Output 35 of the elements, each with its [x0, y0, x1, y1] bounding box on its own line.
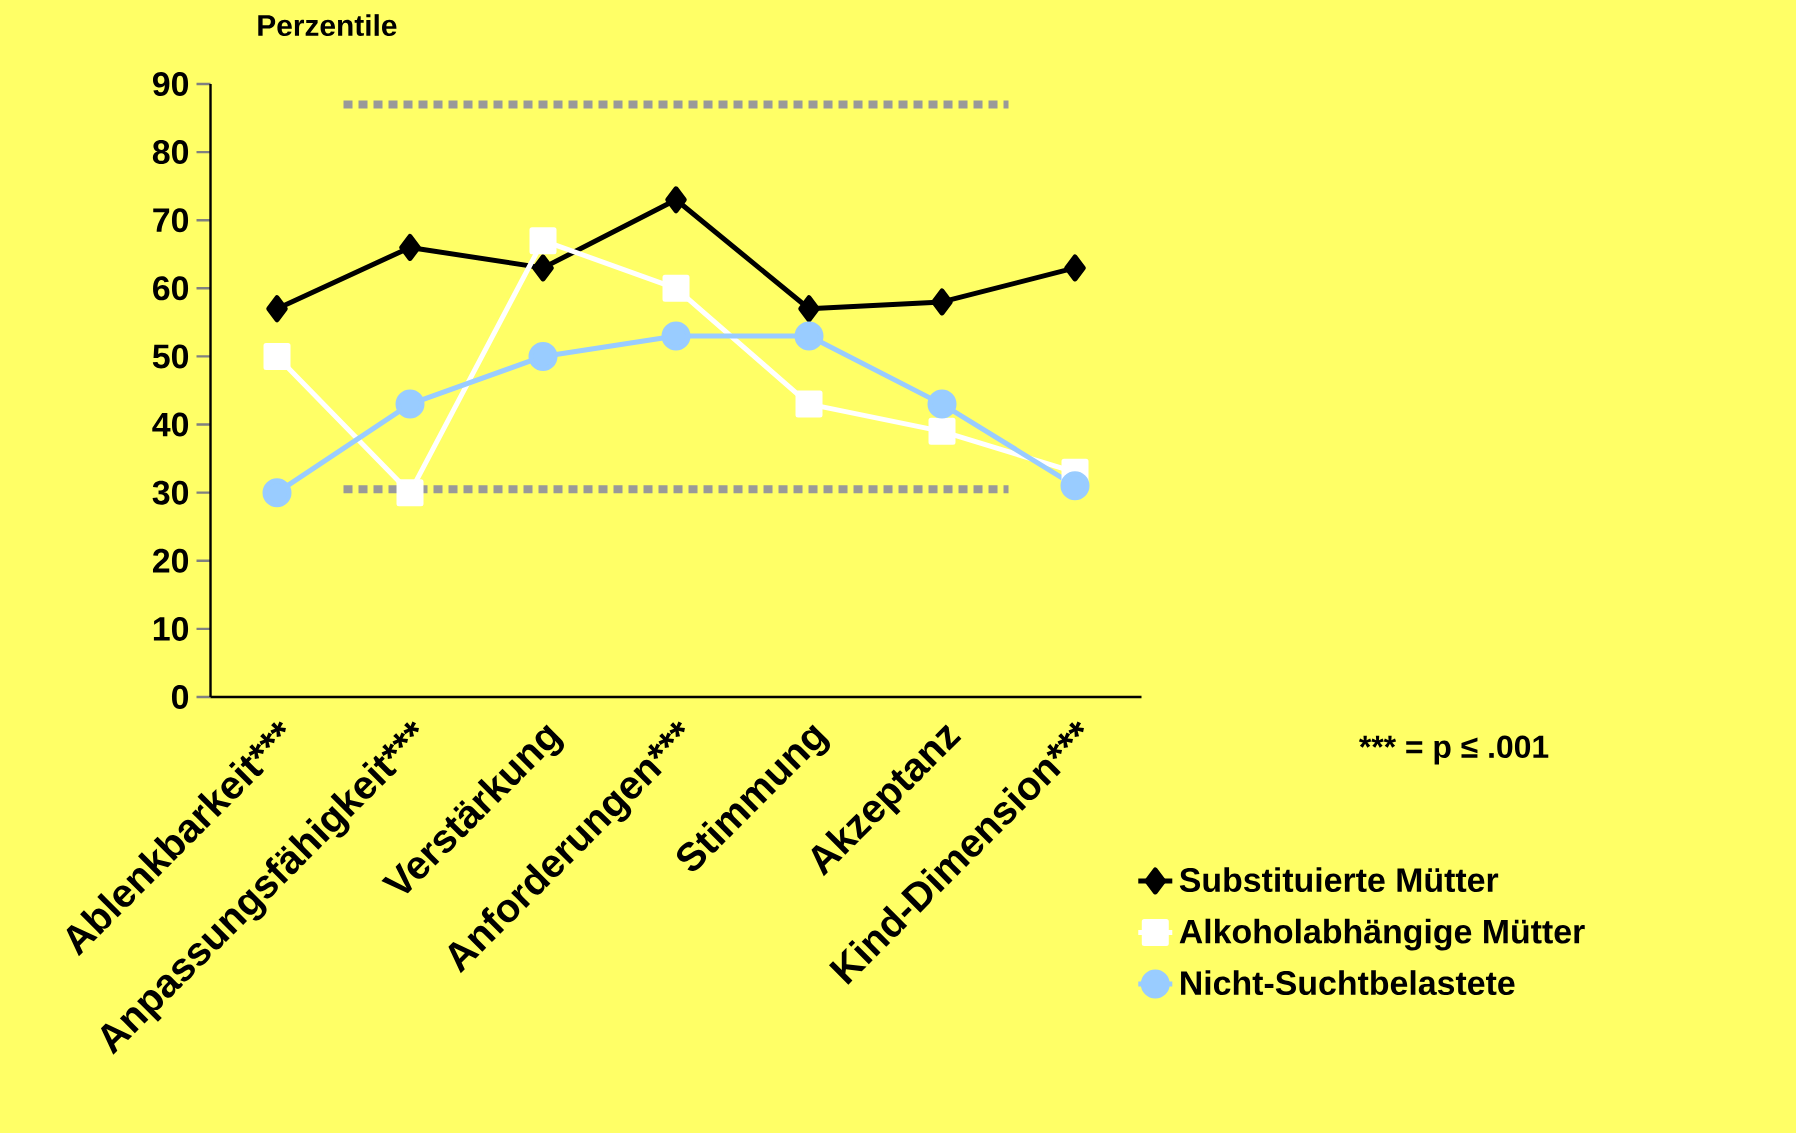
point: [928, 417, 956, 445]
text: *** = p ≤ .001: [1358, 735, 1549, 765]
y-tick-label: 0: [171, 684, 189, 709]
point: [931, 288, 953, 316]
point: [661, 321, 691, 351]
point: [795, 390, 823, 418]
point: [927, 389, 957, 419]
legend-label: Nicht-Suchtbelastete: [1181, 970, 1515, 996]
point: [1064, 254, 1086, 282]
point: [263, 342, 291, 370]
legend-label: Alkoholabhängige Mütter: [1179, 918, 1585, 951]
y-tick-label: 10: [153, 616, 189, 641]
y-tick-label: 70: [153, 208, 189, 233]
y-tick-label: 20: [152, 548, 189, 573]
legend-label: Substituierte Mütter: [1179, 867, 1499, 893]
point: [798, 295, 820, 323]
y-tick-label: 90: [152, 71, 189, 96]
point: [532, 254, 554, 282]
y-tick-label: 30: [152, 480, 189, 505]
point: [395, 389, 425, 419]
y-tick-label: 40: [152, 412, 189, 437]
point: [794, 321, 824, 351]
y-tick-label: 80: [152, 140, 189, 165]
point: [262, 478, 292, 508]
point: [662, 274, 690, 302]
y-tick-label: 60: [153, 276, 189, 301]
point: [399, 233, 421, 261]
point: [1060, 471, 1090, 501]
point: [396, 479, 424, 507]
y-axis-title: Perzentile: [258, 14, 397, 37]
y-tick-label: 50: [152, 344, 189, 369]
point: [266, 295, 288, 323]
point: [529, 227, 557, 255]
point: [665, 186, 687, 214]
point: [528, 341, 558, 371]
